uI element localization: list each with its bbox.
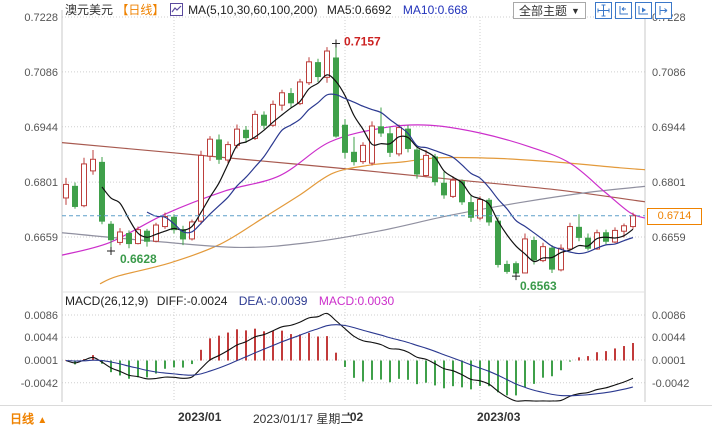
triangle-up-icon: ▲ xyxy=(37,415,48,426)
svg-text:0.0001: 0.0001 xyxy=(24,355,58,367)
ma10-value: MA10:0.668 xyxy=(402,3,468,17)
ma200-line xyxy=(62,142,645,203)
axis-label-mar: 2023/03 xyxy=(477,410,521,424)
low-right-annotation: 0.6563 xyxy=(520,279,557,293)
diff-line xyxy=(65,312,634,402)
svg-text:0.0001: 0.0001 xyxy=(652,355,686,367)
selected-date-label: 2023/01/17 星期二 xyxy=(253,412,353,426)
svg-text:0.0086: 0.0086 xyxy=(652,310,686,322)
svg-text:0.7086: 0.7086 xyxy=(24,67,58,79)
dea-line xyxy=(65,324,634,397)
shift-right-icon[interactable] xyxy=(654,2,672,19)
low-left-annotation: 0.6628 xyxy=(120,252,157,266)
last-price-badge: 0.6714 xyxy=(647,208,702,225)
themes-dropdown[interactable]: 全部主题 ▼ xyxy=(513,2,586,19)
chart-toolbar: 全部主题 ▼ xyxy=(513,2,672,19)
svg-text:0.7228: 0.7228 xyxy=(24,12,58,24)
period-selector[interactable]: 日线 ▲ xyxy=(10,410,47,426)
high-annotation: 0.7157 xyxy=(344,34,381,48)
symbol-name: 澳元美元 xyxy=(65,3,114,17)
svg-text:-0.0042: -0.0042 xyxy=(21,378,58,390)
macd-name: MACD(26,12,9) xyxy=(65,294,149,308)
ma100-line xyxy=(99,156,645,285)
svg-text:0.6801: 0.6801 xyxy=(24,177,58,189)
ma5-line xyxy=(101,74,634,263)
chevron-down-icon: ▼ xyxy=(571,5,580,16)
macd-diff-value: DIFF:-0.0024 xyxy=(156,294,228,308)
axis-label-jan: 2023/01 xyxy=(178,410,222,424)
svg-text:0.0044: 0.0044 xyxy=(24,332,58,344)
play-forward-icon[interactable] xyxy=(634,2,652,19)
svg-text:0.6801: 0.6801 xyxy=(652,177,686,189)
compress-x-icon[interactable] xyxy=(614,2,632,19)
svg-text:0.6659: 0.6659 xyxy=(24,232,58,244)
macd-header: MACD(26,12,9) DIFF:-0.0024 DEA:-0.0039 M… xyxy=(65,294,394,308)
themes-dropdown-label: 全部主题 xyxy=(519,4,568,18)
period-selector-label: 日线 xyxy=(10,412,35,426)
macd-dea-value: DEA:-0.0039 xyxy=(238,294,308,308)
svg-text:0.7086: 0.7086 xyxy=(652,67,686,79)
svg-text:0.6659: 0.6659 xyxy=(652,232,686,244)
ma60-line xyxy=(62,185,645,249)
ma10-line xyxy=(146,93,634,255)
ma30-line xyxy=(62,124,645,256)
axis-label-feb: '02 xyxy=(347,410,364,424)
period-tag: 【日线】 xyxy=(116,3,165,17)
svg-text:0.0044: 0.0044 xyxy=(652,332,686,344)
svg-text:0.0086: 0.0086 xyxy=(24,310,58,322)
svg-text:-0.0042: -0.0042 xyxy=(652,378,689,390)
pan-icon[interactable] xyxy=(594,2,612,19)
svg-text:0.6944: 0.6944 xyxy=(652,122,686,134)
line-chart-icon xyxy=(169,3,183,19)
svg-text:0.6944: 0.6944 xyxy=(24,122,58,134)
ma5-value: MA5:0.6692 xyxy=(326,3,392,17)
ma-group-label: MA(5,10,30,60,100,200) xyxy=(188,3,318,17)
chart-header: 澳元美元 【日线】 MA(5,10,30,60,100,200) MA5:0.6… xyxy=(65,1,468,19)
footer-bar: 日线 ▲ 2023/01 2023/01/17 星期二 '02 2023/03 xyxy=(0,406,712,426)
macd-hist-value: MACD:0.0030 xyxy=(318,294,395,308)
